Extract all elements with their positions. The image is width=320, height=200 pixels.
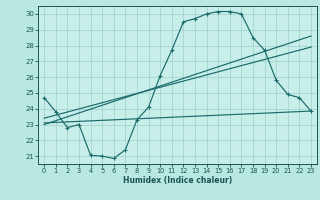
X-axis label: Humidex (Indice chaleur): Humidex (Indice chaleur) <box>123 176 232 185</box>
